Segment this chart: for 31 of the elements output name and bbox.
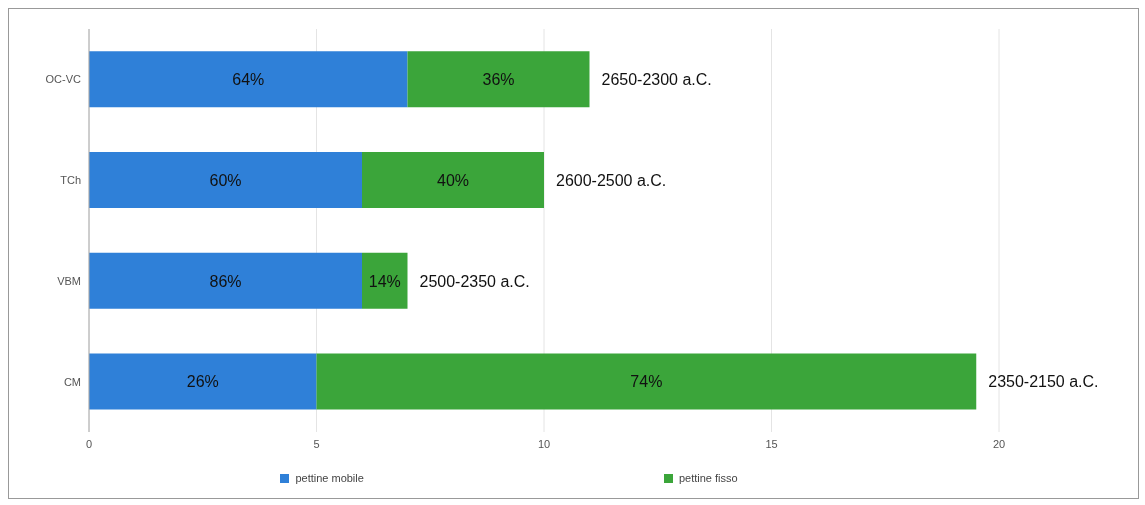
- annotation: 2650-2300 a.C.: [601, 71, 712, 89]
- bar: [89, 252, 362, 309]
- annotation: 86%: [209, 272, 242, 290]
- y-tick-label: TCh: [60, 174, 81, 187]
- annotation: 40%: [436, 171, 470, 189]
- bar: [362, 252, 408, 309]
- x-tick-label: 20: [992, 437, 1006, 450]
- annotation: 74%: [630, 373, 663, 391]
- x-tick-label: 5: [313, 437, 320, 450]
- legend-label: pettine fisso: [677, 472, 738, 484]
- annotation: 64%: [232, 71, 265, 89]
- legend-label: pettine mobile: [294, 472, 364, 484]
- bar: [89, 353, 317, 410]
- y-tick-label: OC-VC: [45, 73, 82, 86]
- bar: [316, 353, 977, 410]
- annotation: 2350-2150 a.C.: [988, 373, 1099, 391]
- bar: [89, 151, 362, 208]
- y-tick-label: VBM: [57, 274, 81, 287]
- annotation: 14%: [368, 272, 401, 290]
- bar: [89, 51, 408, 108]
- annotation: 26%: [186, 373, 219, 391]
- annotation: 36%: [482, 71, 515, 89]
- annotation: 2500-2350 a.C.: [419, 272, 530, 290]
- bar: [407, 51, 590, 108]
- x-tick-label: 10: [537, 437, 551, 450]
- bar: [362, 151, 544, 208]
- x-tick-label: 0: [85, 437, 93, 450]
- x-tick-label: 15: [765, 437, 778, 450]
- annotation: 2600-2500 a.C.: [556, 171, 667, 189]
- y-tick-label: CM: [63, 375, 81, 388]
- annotation: 60%: [209, 171, 242, 189]
